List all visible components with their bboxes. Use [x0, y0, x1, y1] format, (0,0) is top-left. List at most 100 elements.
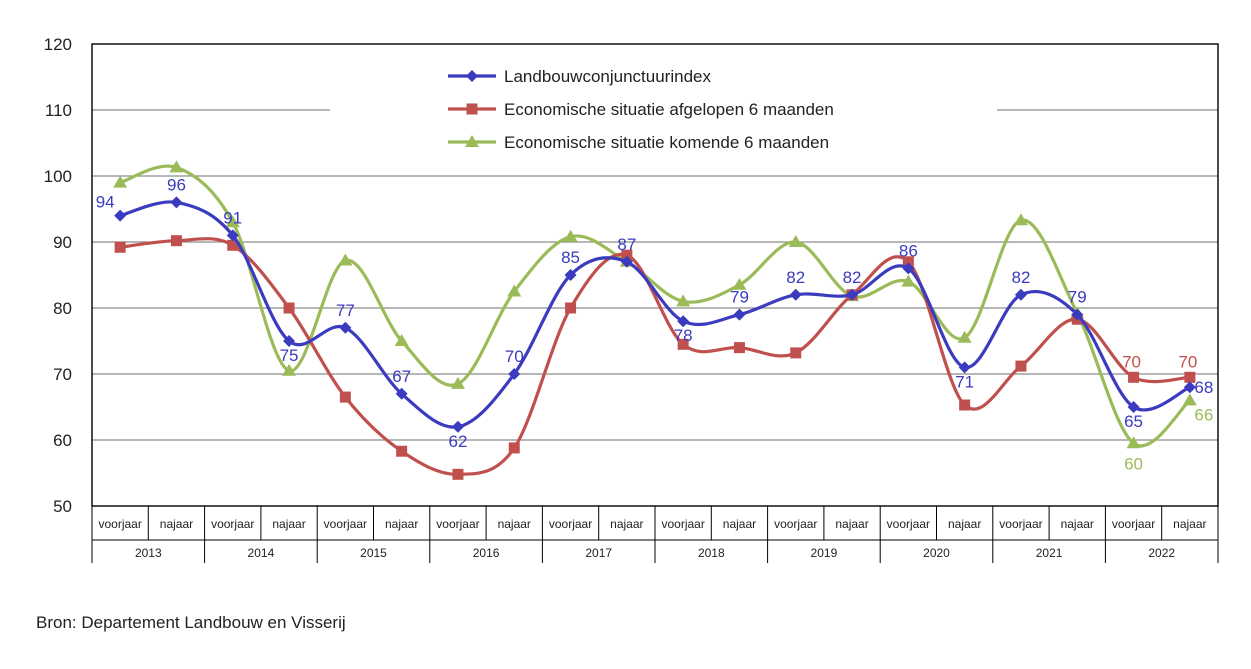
- x-tick-label-half: najaar: [160, 517, 193, 531]
- x-tick-label-year: 2019: [811, 546, 838, 560]
- data-label: 77: [336, 301, 355, 320]
- data-point: [1126, 436, 1141, 449]
- series-economische-situatie-komende-6-maanden: [113, 160, 1197, 449]
- x-tick-label-half: najaar: [1061, 517, 1094, 531]
- data-point: [846, 288, 859, 301]
- x-tick-label-half: voorjaar: [661, 517, 704, 531]
- x-tick-label-half: najaar: [385, 517, 418, 531]
- data-point: [676, 294, 691, 307]
- x-tick-label-half: najaar: [498, 517, 531, 531]
- source-note: Bron: Departement Landbouw en Visserij: [36, 613, 346, 632]
- y-tick-label: 100: [44, 167, 72, 186]
- data-point: [1128, 371, 1140, 383]
- x-axis: voorjaar najaar voorjaar najaar voorjaar naja…: [91, 506, 1219, 563]
- x-tick-label-half: najaar: [1173, 517, 1206, 531]
- legend-label: Landbouwconjunctuurindex: [504, 67, 711, 86]
- y-tick-label: 90: [53, 233, 72, 252]
- data-point: [114, 241, 126, 253]
- data-point: [226, 229, 239, 242]
- x-tick-label-half: voorjaar: [436, 517, 479, 531]
- legend-item: Economische situatie afgelopen 6 maanden: [448, 100, 834, 119]
- data-point: [283, 302, 295, 314]
- data-point: [394, 334, 409, 346]
- data-point: [621, 249, 633, 261]
- data-point: [170, 196, 183, 209]
- legend-item: Economische situatie komende 6 maanden: [448, 133, 829, 152]
- data-point: [1127, 401, 1140, 413]
- data-point: [338, 253, 353, 266]
- data-label: 82: [1011, 268, 1030, 287]
- data-point: [170, 235, 182, 247]
- series-line: [119, 200, 1191, 429]
- x-tick-label-year: 2020: [923, 546, 950, 560]
- data-label: 94: [96, 193, 115, 212]
- data-label: 86: [899, 241, 918, 260]
- data-point: [677, 338, 689, 350]
- y-tick-label: 60: [53, 431, 72, 450]
- data-label: 62: [448, 432, 467, 451]
- data-point: [620, 255, 633, 268]
- legend: Landbouwconjunctuurindex Economische situ…: [448, 67, 834, 152]
- x-tick-label-half: najaar: [948, 517, 981, 531]
- x-tick-label-year: 2017: [585, 546, 612, 560]
- data-point: [1183, 381, 1196, 394]
- data-point: [452, 468, 464, 480]
- x-tick-label-half: voorjaar: [1112, 517, 1155, 531]
- data-point: [564, 269, 577, 281]
- data-point: [1015, 360, 1027, 372]
- data-point: [959, 399, 971, 411]
- data-point: [227, 239, 239, 251]
- data-point: [563, 229, 578, 242]
- x-tick-label-year: 2018: [698, 546, 725, 560]
- legend-label: Economische situatie komende 6 maanden: [504, 133, 829, 152]
- x-tick-label-year: 2013: [135, 546, 162, 560]
- data-point: [732, 277, 747, 290]
- data-label: 82: [843, 268, 862, 287]
- series-landbouwconjunctuurindex: [114, 196, 1196, 433]
- legend-swatch-marker: [465, 135, 479, 147]
- x-tick-label-year: 2016: [473, 546, 500, 560]
- data-point: [451, 420, 464, 433]
- data-label: 87: [617, 235, 636, 254]
- data-point: [788, 235, 803, 247]
- x-tick-label-half: najaar: [610, 517, 643, 531]
- data-point: [1184, 371, 1196, 383]
- data-point: [902, 256, 914, 268]
- y-tick-label: 80: [53, 299, 72, 318]
- plot-series: 94 96 91 75 77 67 62 70 85 87 78 79 82 82 86 71 82 79 65 68…: [96, 160, 1213, 480]
- data-label: 91: [223, 208, 242, 227]
- x-tick-label-half: voorjaar: [887, 517, 930, 531]
- data-point: [789, 288, 802, 301]
- series-line: [119, 164, 1191, 448]
- x-tick-label-half: voorjaar: [324, 517, 367, 531]
- data-point: [113, 175, 128, 188]
- y-tick-label: 110: [45, 101, 72, 120]
- legend-item: Landbouwconjunctuurindex: [448, 67, 711, 86]
- x-tick-label-year: 2014: [248, 546, 275, 560]
- data-point: [396, 445, 408, 457]
- x-tick-label-half: voorjaar: [999, 517, 1042, 531]
- data-point: [450, 376, 465, 389]
- data-point: [508, 442, 520, 454]
- data-point: [1182, 393, 1197, 406]
- x-tick-label-half: voorjaar: [98, 517, 141, 531]
- data-label: 71: [955, 372, 974, 391]
- data-point: [508, 368, 521, 380]
- data-label: 65: [1124, 412, 1143, 431]
- data-label: 79: [730, 288, 749, 307]
- data-label: 79: [1068, 288, 1087, 307]
- legend-label: Economische situatie afgelopen 6 maanden: [504, 100, 834, 119]
- legend-swatch-marker: [466, 70, 478, 82]
- gridlines: [91, 43, 1219, 507]
- data-label: 60: [1124, 454, 1143, 473]
- x-tick-label-half: najaar: [835, 517, 868, 531]
- data-label: 85: [561, 248, 580, 267]
- data-label: 96: [167, 175, 186, 194]
- data-point: [790, 347, 802, 359]
- data-point: [902, 262, 915, 275]
- x-tick-label-half: voorjaar: [211, 517, 254, 531]
- x-tick-label-half: voorjaar: [774, 517, 817, 531]
- legend-swatch-marker: [466, 103, 478, 115]
- data-point: [114, 209, 127, 222]
